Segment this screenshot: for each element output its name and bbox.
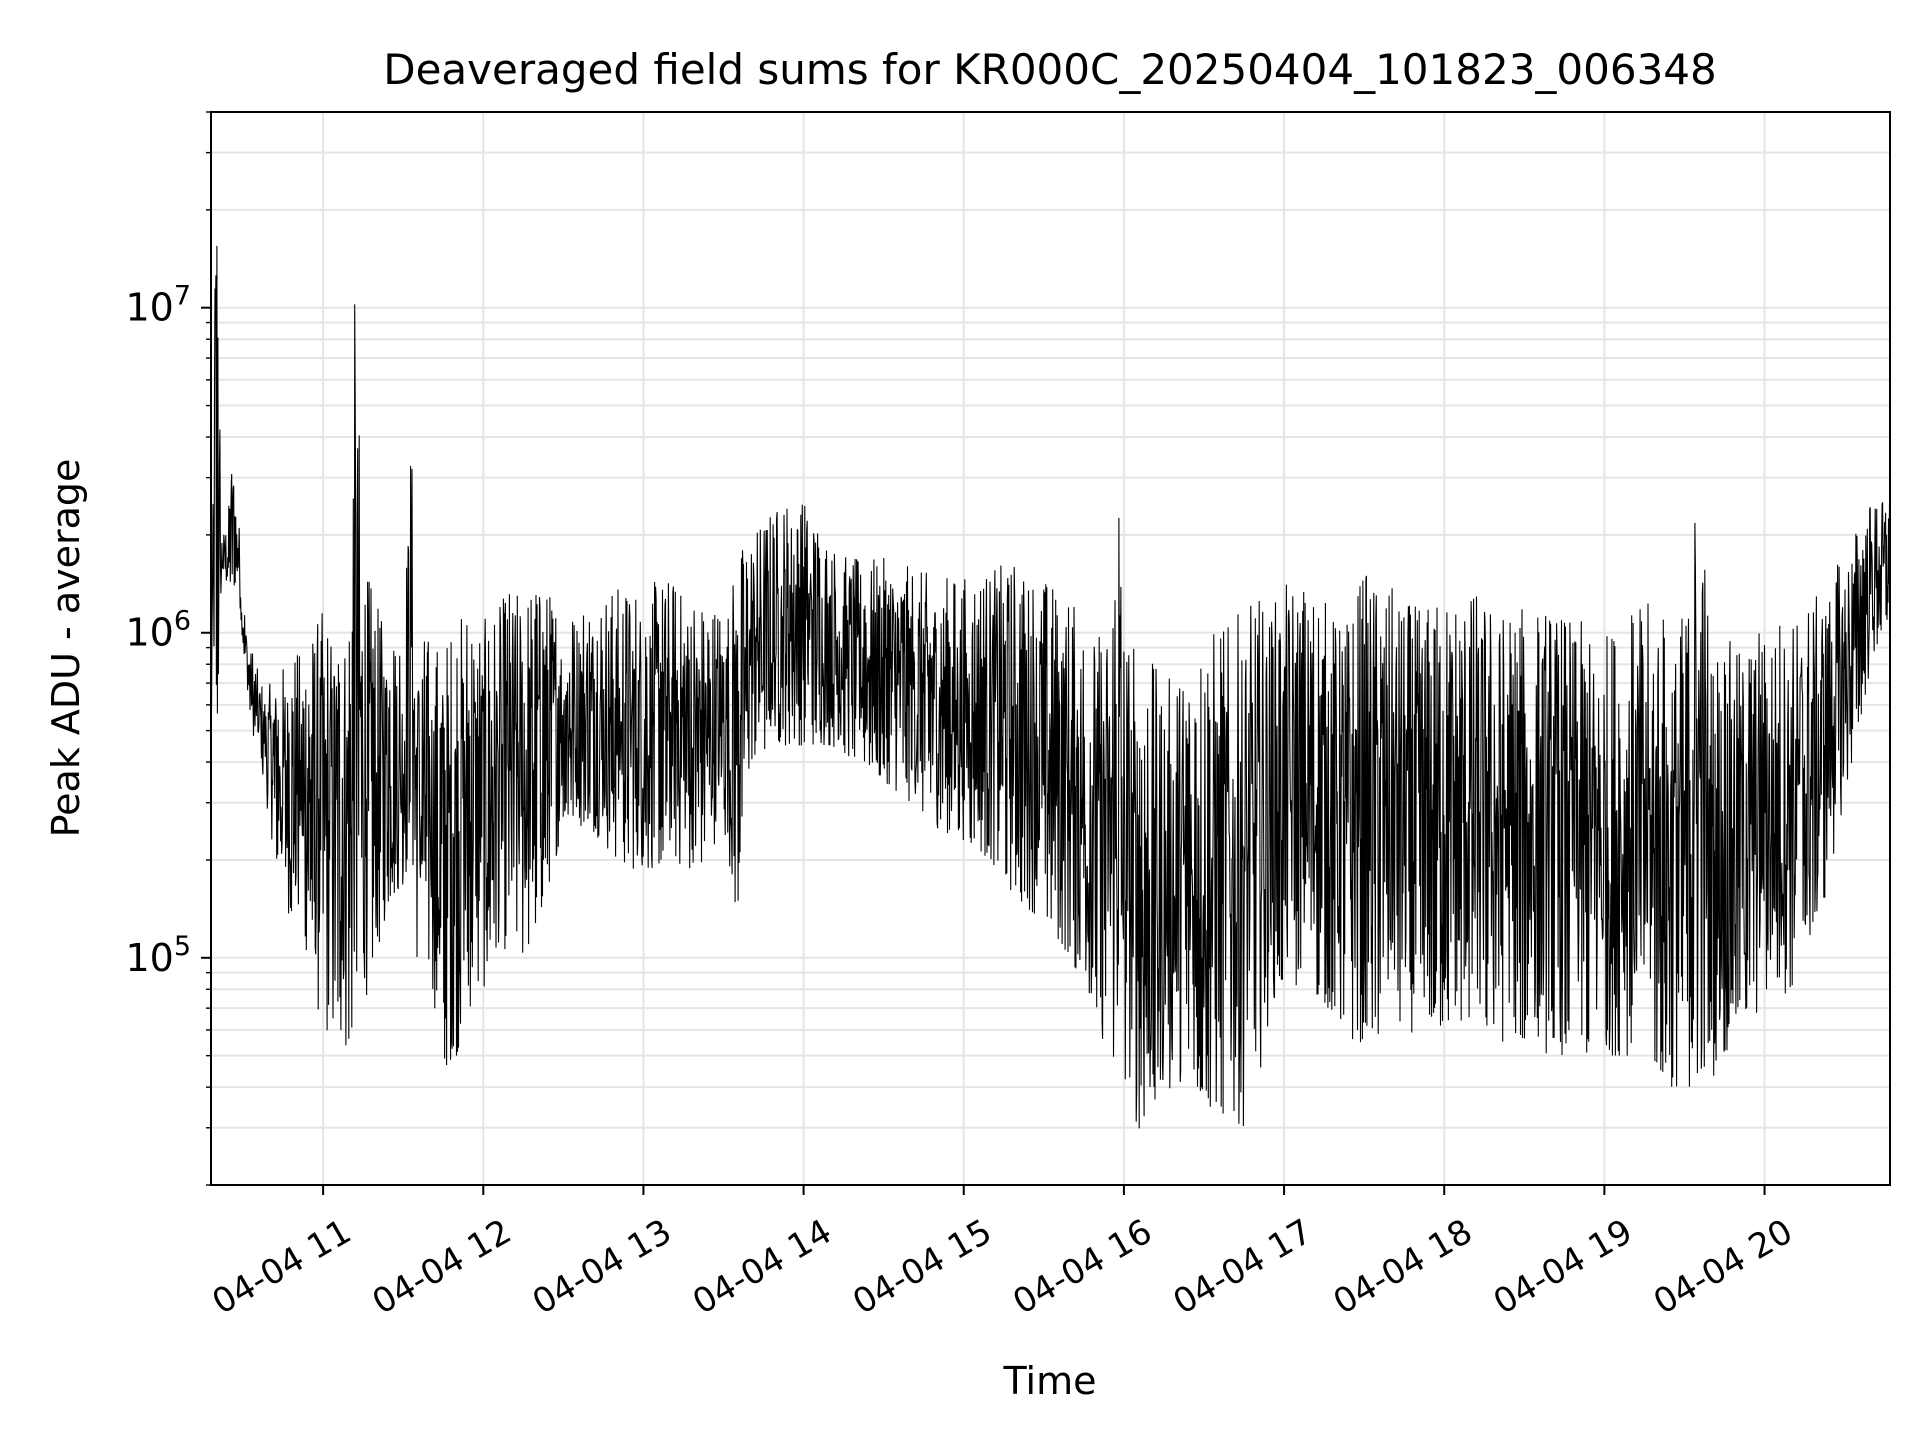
x-tick-label: 04-04 19 [1487,1212,1639,1323]
series-layer [210,245,1891,1129]
y-axis-label: Peak ADU - average [44,459,88,838]
x-tick-label: 04-04 16 [1006,1212,1158,1323]
x-tick-label: 04-04 20 [1647,1212,1799,1323]
x-tick-label: 04-04 14 [686,1212,838,1323]
y-tick-label: 105 [125,931,191,980]
x-tick-label: 04-04 17 [1167,1212,1319,1323]
chart-title: Deaveraged field sums for KR000C_2025040… [383,45,1717,94]
y-tick-label: 106 [125,606,191,655]
x-tick-label: 04-04 12 [366,1212,518,1323]
series-line [210,245,1891,1129]
plot-frame [210,111,1891,1186]
grid [211,111,1890,1186]
x-tick-label: 04-04 13 [526,1212,678,1323]
x-axis-label: Time [1003,1359,1097,1403]
x-tick-label: 04-04 18 [1327,1212,1479,1323]
x-tick-label: 04-04 15 [846,1212,998,1323]
x-axis: 04-04 11 04-04 12 04-04 13 04-04 14 04-04 15… [206,1185,1799,1323]
y-tick-label: 107 [125,281,191,330]
y-axis: 105 106 107 [125,111,211,1186]
x-tick-label: 04-04 11 [206,1212,358,1323]
